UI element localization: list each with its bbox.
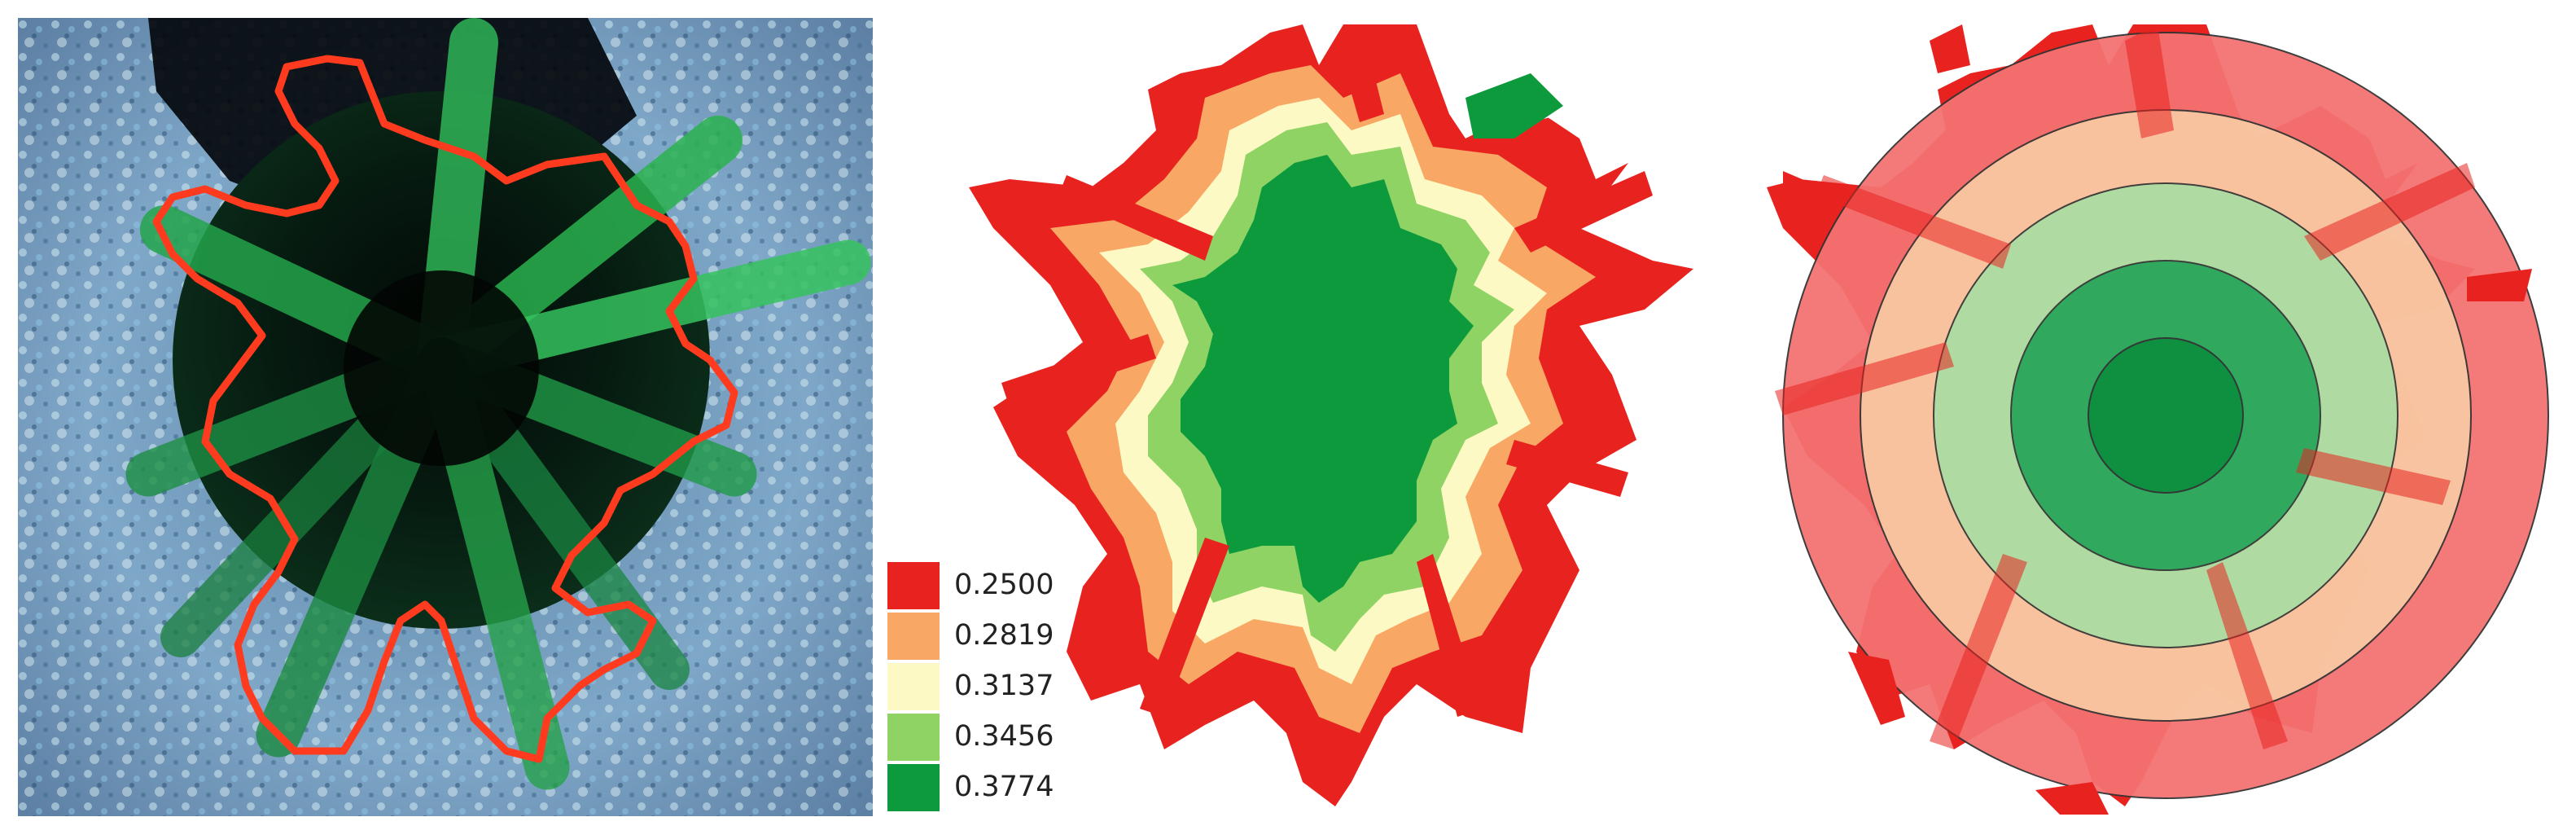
legend-label: 0.2819 xyxy=(954,619,1054,652)
legend-item: 0.3137 xyxy=(887,663,1054,710)
legend-label: 0.2500 xyxy=(954,569,1054,601)
legend-label: 0.3456 xyxy=(954,720,1054,753)
legend-item: 0.2819 xyxy=(887,613,1054,660)
legend-label: 0.3137 xyxy=(954,670,1054,702)
legend-swatch xyxy=(887,764,940,811)
legend-item: 0.3456 xyxy=(887,714,1054,761)
ring-overlay-panel xyxy=(1767,8,2565,823)
crown-outline xyxy=(152,55,738,763)
ring-overlay xyxy=(1767,24,2549,815)
satellite-image xyxy=(18,18,873,816)
ring-1 xyxy=(2088,337,2244,494)
ring-tips xyxy=(1783,24,2532,815)
ring-spokes xyxy=(1775,24,2475,749)
legend-label: 0.3774 xyxy=(954,771,1054,803)
legend-item: 0.3774 xyxy=(887,764,1054,811)
satellite-image-panel xyxy=(18,18,873,816)
classified-map xyxy=(969,24,1693,806)
legend-swatch xyxy=(887,663,940,710)
classified-map-panel xyxy=(961,16,1742,815)
legend-swatch xyxy=(887,562,940,609)
map-shape xyxy=(969,24,1693,806)
legend-swatch xyxy=(887,613,940,660)
legend-item: 0.2500 xyxy=(887,562,1054,609)
legend-swatch xyxy=(887,714,940,761)
